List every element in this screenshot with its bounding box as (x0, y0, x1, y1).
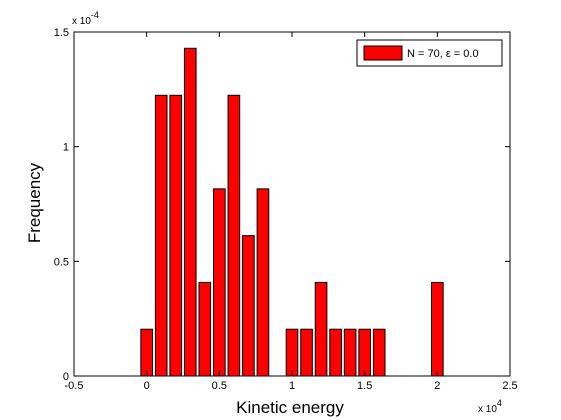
bar (242, 235, 255, 377)
y-tick-label: 1 (63, 142, 69, 154)
y-exponent-power: -4 (91, 10, 99, 20)
y-tick-label: 0.5 (54, 256, 69, 268)
y-tick-label: 0 (63, 371, 69, 383)
bar (343, 328, 357, 377)
bar (300, 328, 313, 377)
y-tick-label: 1.5 (54, 27, 69, 39)
bar (198, 281, 212, 377)
x-exponent-base: x 10 (478, 404, 497, 415)
bar (154, 94, 168, 377)
plot-area (74, 32, 510, 376)
bar (169, 94, 183, 377)
legend-swatch (363, 45, 403, 61)
bar (314, 281, 328, 377)
bar (372, 328, 386, 377)
y-exponent-base: x 10 (72, 16, 91, 27)
bar (358, 328, 371, 377)
x-axis-title: Kinetic energy (236, 398, 344, 417)
x-tick-label: -0.5 (65, 380, 84, 392)
x-exponent-power: 4 (497, 398, 502, 408)
bar (227, 94, 241, 377)
ticks-group: -0.5 0 0.5 1 1.5 2 2.500.511.5 (54, 27, 518, 392)
x-tick-label: 2.5 (502, 380, 517, 392)
x-tick-label: 1.5 (357, 380, 372, 392)
y-axis-title: Frequency (25, 162, 44, 243)
plot-frame (73, 31, 511, 377)
bar (285, 328, 299, 377)
x-tick-label: 1 (289, 380, 295, 392)
x-exponent-label: x 104 (478, 398, 502, 415)
y-exponent-label: x 10-4 (72, 10, 99, 27)
bar (256, 188, 270, 377)
bars-group (140, 47, 444, 377)
bar (329, 328, 342, 377)
bar (213, 188, 226, 377)
bar (183, 47, 197, 377)
x-tick-label: 0 (144, 380, 150, 392)
x-tick-label: 2 (434, 380, 440, 392)
bar (140, 328, 153, 377)
bar (431, 281, 444, 377)
legend-entry-label: N = 70, ε = 0.0 (407, 48, 479, 60)
x-tick-label: 0.5 (212, 380, 227, 392)
legend: N = 70, ε = 0.0 (356, 39, 503, 67)
